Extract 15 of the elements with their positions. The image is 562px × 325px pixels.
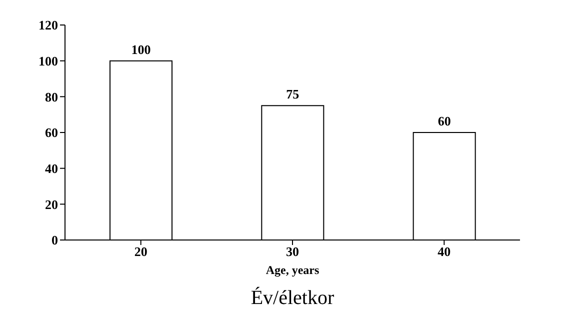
data-label: 60 — [438, 114, 451, 128]
y-tick-label: 80 — [45, 89, 58, 104]
y-tick-label: 120 — [38, 18, 58, 33]
y-tick-label: 0 — [52, 232, 58, 248]
x-axis-title: Age, years — [266, 263, 320, 277]
x-tick-label: 40 — [438, 244, 451, 260]
data-label: 75 — [286, 86, 300, 102]
y-tick-label: 60 — [45, 125, 58, 140]
data-label: 100 — [131, 42, 151, 57]
y-tick-label: 20 — [45, 196, 58, 212]
text: Év/életkor — [250, 287, 336, 310]
y-tick-label: 100 — [38, 53, 58, 68]
x-tick-label: 20 — [134, 244, 148, 260]
x-tick-label: 30 — [286, 244, 299, 260]
y-tick-label: 40 — [45, 160, 58, 176]
